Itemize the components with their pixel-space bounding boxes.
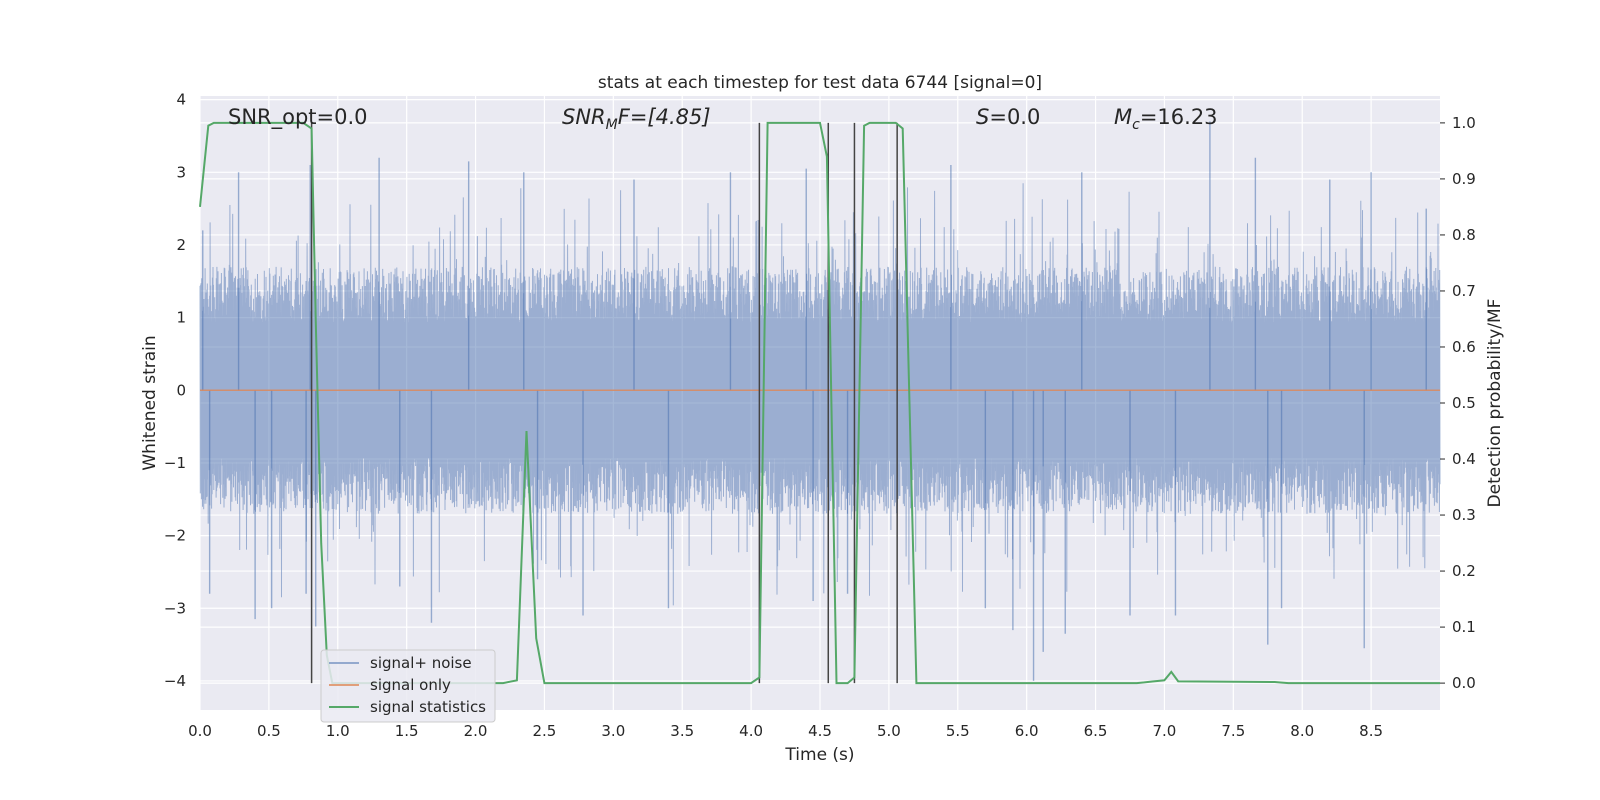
noise-trace [199,183,1441,606]
legend-label-signal-noise: signal+ noise [370,654,472,672]
signal-statistics-series [199,121,1440,685]
right-y-tick-label: 1.0 [1452,114,1476,132]
annotation-snr-mf-rest: F=[4.85] [618,105,711,129]
left-y-tick-label: 3 [176,163,186,181]
left-y-tick-label: −2 [164,527,186,545]
legend: signal+ noise signal only signal statist… [320,649,496,723]
left-y-tick-label: 2 [176,236,186,254]
right-y-tick-label: 0.1 [1452,618,1476,636]
left-y-tick-label: −4 [164,672,186,690]
annotation-s-stat: S=0.0 [976,105,1040,129]
x-tick-label: 5.0 [877,722,901,740]
x-tick-label: 1.0 [326,722,350,740]
annotation-snr-mf-sub: M [606,117,618,133]
left-y-tick-label: 4 [176,91,186,109]
annotation-s-stat-sym: S [976,105,989,129]
chart-title: stats at each timestep for test data 674… [598,73,1042,93]
x-tick-label: 3.0 [601,722,625,740]
annotation-mc-rest: =16.23 [1140,105,1218,129]
legend-label-signal-statistics: signal statistics [370,698,486,716]
x-axis-ticks: 0.0 0.5 1.0 1.5 2.0 2.5 3.0 3.5 4.0 4.5 5.0 5.5 6.0 6… [188,722,1383,740]
x-tick-label: 6.0 [1015,722,1039,740]
x-tick-label: 5.5 [946,722,970,740]
annotation-mc-base: M [1114,105,1132,129]
x-tick-label: 7.5 [1221,722,1245,740]
right-y-tick-label: 0.3 [1452,506,1476,524]
x-tick-label: 2.0 [464,722,488,740]
x-tick-label: 7.0 [1153,722,1177,740]
signal-statistics-line [199,121,1440,685]
right-y-tick-label: 0.2 [1452,562,1476,580]
right-y-tick-label: 0.9 [1452,170,1476,188]
annotation-snr-opt: SNR_opt=0.0 [228,105,368,130]
left-y-tick-label: −3 [164,599,186,617]
x-tick-label: 8.5 [1359,722,1383,740]
x-tick-label: 4.5 [808,722,832,740]
left-y-tick-label: 1 [176,309,186,327]
right-y-tick-label: 0.0 [1452,674,1476,692]
annotation-mc-sub: c [1132,117,1140,133]
annotation-snr-mf-base: SNR [562,105,606,129]
right-y-tick-label: 0.7 [1452,282,1476,300]
annotation-s-stat-rest: =0.0 [989,105,1040,129]
left-y-tick-label: 0 [176,381,186,399]
x-tick-label: 2.5 [533,722,557,740]
right-y-tick-label: 0.4 [1452,450,1476,468]
left-y-axis-ticks: 4 3 2 1 0 −1 −2 −3 −4 [164,91,186,690]
x-tick-label: 0.0 [188,722,212,740]
left-y-tick-label: −1 [164,454,186,472]
right-y-axis-label: Detection probability/MF [1485,299,1505,508]
legend-box [320,649,496,723]
x-tick-label: 1.5 [395,722,419,740]
left-y-axis-label: Whitened strain [140,335,160,470]
annotation-snr-mf: SNRMF=[4.85] [562,105,711,133]
signal-plus-noise-series [199,121,1441,681]
right-y-axis-ticks: 1.0 0.9 0.8 0.7 0.6 0.5 0.4 0.3 0.2 0.1 0.0 [1440,114,1476,692]
x-axis-label: Time (s) [784,745,854,765]
x-tick-label: 0.5 [257,722,281,740]
right-y-tick-label: 0.6 [1452,338,1476,356]
x-tick-label: 6.5 [1084,722,1108,740]
annotation-mc: Mc=16.23 [1114,105,1218,133]
legend-label-signal-only: signal only [370,676,451,694]
x-tick-label: 4.0 [739,722,763,740]
x-tick-label: 8.0 [1290,722,1314,740]
x-tick-label: 3.5 [670,722,694,740]
right-y-tick-label: 0.8 [1452,226,1476,244]
right-y-tick-label: 0.5 [1452,394,1476,412]
